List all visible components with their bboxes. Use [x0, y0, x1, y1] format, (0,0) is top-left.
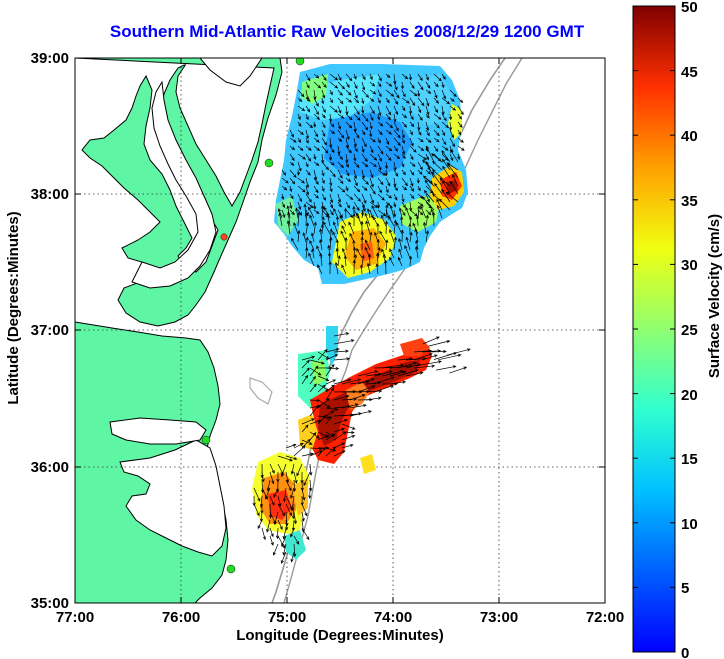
y-tick-label: 37:00 — [31, 322, 69, 339]
bathymetry-contour — [249, 377, 273, 405]
colorbar-tick-label: 20 — [681, 387, 698, 404]
delaware-bay — [199, 58, 263, 87]
x-tick-label: 73:00 — [480, 609, 518, 626]
y-tick-label: 36:00 — [31, 459, 69, 476]
chesapeake-bay — [131, 80, 217, 289]
x-tick-label: 74:00 — [374, 609, 412, 626]
tick-marks — [74, 57, 606, 604]
x-axis-label: Longitude (Degrees:Minutes) — [236, 627, 444, 644]
y-axis-label: Latitude (Degrees:Minutes) — [5, 211, 22, 404]
station-marker — [220, 233, 228, 241]
colorbar-tick-marks — [633, 5, 675, 653]
x-tick-labels: 77:00 76:00 75:00 74:00 73:00 72:00 — [56, 609, 624, 626]
pamlico-sound — [119, 439, 227, 557]
colorbar-tick-label: 25 — [681, 322, 698, 339]
velocity-arrows — [252, 73, 471, 564]
velocity-field-north — [274, 64, 468, 284]
x-tick-label: 76:00 — [162, 609, 200, 626]
map-title: Southern Mid-Atlantic Raw Velocities 200… — [109, 22, 585, 41]
station-marker — [226, 564, 236, 574]
x-tick-label: 75:00 — [268, 609, 306, 626]
y-tick-label: 39:00 — [31, 50, 69, 67]
colorbar-gradient — [632, 5, 676, 653]
bathymetry-contour — [283, 58, 523, 603]
station-marker — [264, 158, 274, 168]
colorbar-tick-label: 10 — [681, 516, 698, 533]
y-tick-label: 38:00 — [31, 186, 69, 203]
velocity-field-south — [252, 326, 432, 560]
colorbar-tick-label: 5 — [681, 580, 689, 597]
colorbar-tick-label: 50 — [681, 0, 698, 16]
colorbar: 50 45 40 35 30 25 20 15 10 5 0 Surface V… — [632, 0, 723, 659]
radar-stations — [201, 58, 305, 574]
colorbar-tick-label: 15 — [681, 451, 698, 468]
station-marker — [295, 58, 305, 66]
colorbar-label: Surface Velocity (cm/s) — [706, 214, 723, 378]
station-marker — [201, 435, 211, 445]
colorbar-tick-labels: 50 45 40 35 30 25 20 15 10 5 0 — [681, 0, 698, 659]
x-tick-label: 77:00 — [56, 609, 94, 626]
colorbar-tick-label: 40 — [681, 128, 698, 145]
x-tick-label: 72:00 — [586, 609, 624, 626]
colorbar-tick-label: 45 — [681, 64, 698, 81]
colorbar-tick-label: 0 — [681, 645, 689, 659]
colorbar-tick-label: 35 — [681, 193, 698, 210]
colorbar-tick-label: 30 — [681, 257, 698, 274]
y-tick-labels: 39:00 38:00 37:00 36:00 35:00 — [31, 50, 69, 612]
y-tick-label: 35:00 — [31, 595, 69, 612]
albemarle-sound — [109, 417, 207, 445]
